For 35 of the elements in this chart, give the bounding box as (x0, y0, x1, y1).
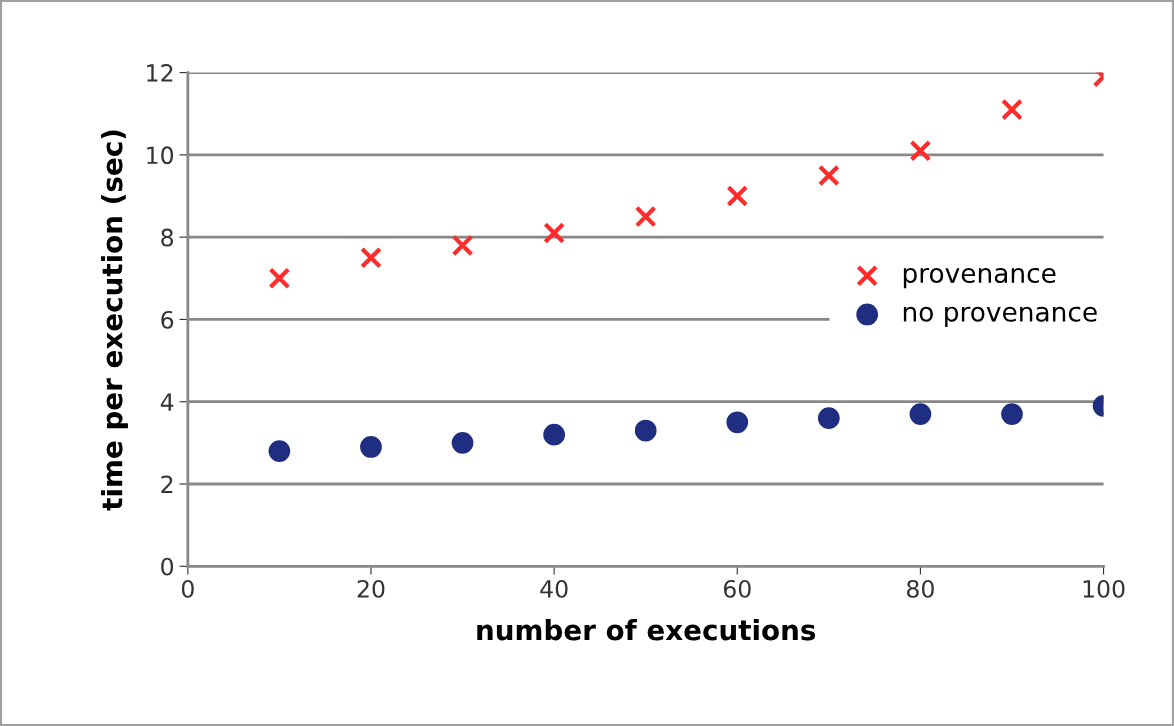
point (1001, 98, 1023, 121)
y-tick-label: 0 (161, 557, 174, 576)
point (909, 403, 932, 425)
point (543, 423, 565, 446)
x-tick-label: 0 (181, 579, 194, 598)
point (817, 407, 840, 430)
point (451, 234, 474, 257)
legend-label: provenance (903, 267, 1056, 289)
point (268, 267, 291, 290)
y-tick-label: 4 (160, 393, 174, 411)
x-tick-label: 40 (540, 579, 568, 598)
point (726, 185, 749, 207)
point (543, 222, 565, 244)
point (360, 246, 382, 269)
point (268, 440, 291, 462)
x-tick-label: 100 (1083, 579, 1125, 598)
legend-label: no provenance (903, 306, 1097, 327)
y-axis-title: time per execution (sec) (101, 130, 128, 511)
y-tick-label: 2 (161, 475, 173, 493)
y-tick-label: 6 (161, 310, 174, 329)
point (634, 205, 657, 228)
point (360, 436, 382, 458)
x-axis-title: number of executions (477, 618, 816, 641)
x-tick-label: 80 (906, 579, 934, 598)
point (451, 431, 474, 454)
y-tick-label: 12 (147, 64, 173, 82)
point (817, 164, 840, 187)
x-tick-label: 60 (723, 579, 751, 598)
x-tick-label: 20 (357, 579, 385, 598)
point (1001, 403, 1023, 425)
point (726, 411, 749, 434)
y-tick-label: 8 (161, 228, 174, 247)
point (909, 139, 932, 162)
y-tick-label: 10 (147, 146, 174, 165)
point (634, 419, 657, 442)
